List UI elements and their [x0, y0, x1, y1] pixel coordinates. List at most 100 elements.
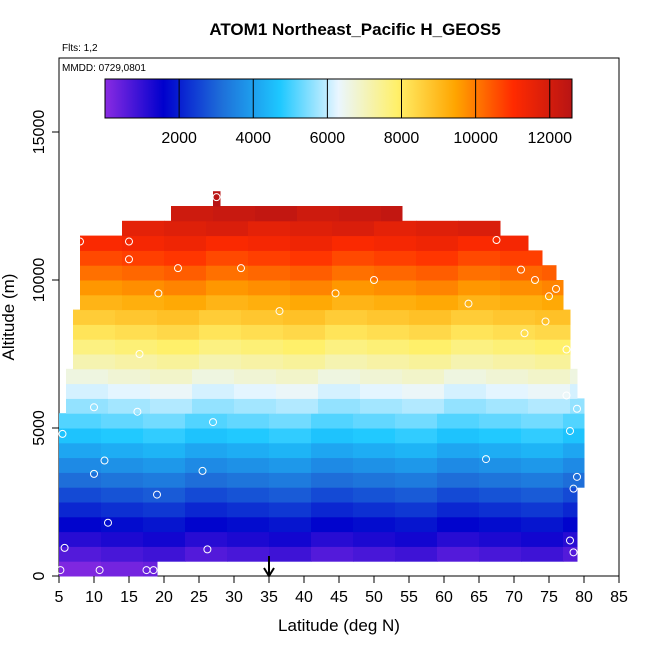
cell-21-1: [122, 250, 165, 266]
cell-16-10: [493, 324, 536, 340]
cell-8-5: [269, 442, 312, 459]
cell-17-8: [409, 309, 452, 325]
cell-18-8: [416, 294, 459, 311]
x-tick-label-1: 10: [85, 589, 103, 606]
cell-22-6: [332, 235, 375, 251]
cell-16-6: [325, 324, 368, 340]
cell-12-2: [150, 383, 193, 399]
x-tick-label-5: 30: [225, 589, 243, 606]
colorbar-ticks: 2000 4000 6000 8000 10000 12000: [161, 79, 572, 147]
cell-15-0: [73, 339, 116, 355]
cell-12-7: [360, 383, 403, 399]
cell-3-9: [437, 516, 480, 533]
cell-11-11: [528, 398, 571, 414]
cell-0-0: [59, 561, 102, 577]
cell-23-0: [122, 220, 165, 237]
sample-point-10: [90, 403, 98, 412]
x-tick-label-9: 50: [365, 589, 383, 606]
cell-23-5: [332, 220, 375, 237]
x-tick-label-6: 35: [260, 589, 278, 606]
sample-point-22: [237, 264, 245, 273]
date-info: MMDD: 0729,0801: [62, 63, 146, 74]
cell-20-11: [542, 265, 557, 281]
cell-6-5: [269, 472, 312, 488]
sample-point-14: [209, 418, 217, 427]
cell-14-6: [325, 354, 368, 370]
cell-24-3: [297, 206, 340, 222]
cell-18-3: [206, 294, 249, 311]
cell-8-1: [101, 442, 144, 459]
cell-1-1: [101, 546, 144, 562]
cell-9-11: [521, 428, 564, 444]
cell-17-5: [283, 309, 326, 325]
cell-18-1: [122, 294, 165, 311]
cell-2-11: [521, 531, 564, 547]
cell-19-1: [122, 280, 165, 296]
cell-13-7: [360, 368, 403, 385]
cell-17-2: [157, 309, 200, 325]
cell-22-1: [122, 235, 165, 251]
cell-8-4: [227, 442, 270, 459]
colorbar-label-0: 2000: [161, 130, 197, 147]
cell-13-12: [570, 368, 578, 385]
cell-13-0: [66, 368, 109, 385]
cell-8-11: [521, 442, 564, 459]
cell-6-2: [143, 472, 186, 488]
cell-11-10: [486, 398, 529, 414]
cell-10-2: [143, 413, 186, 429]
cell-6-1: [101, 472, 144, 488]
sample-point-42: [569, 548, 578, 557]
cell-4-11: [521, 502, 564, 518]
cell-7-8: [395, 457, 438, 473]
x-axis-label: Latitude (deg N): [278, 616, 400, 635]
cell-4-6: [311, 502, 354, 518]
cell-13-9: [444, 368, 487, 385]
sample-point-21: [212, 193, 221, 202]
x-tick-label-14: 75: [540, 589, 558, 606]
cell-20-9: [458, 265, 501, 281]
cell-2-7: [353, 531, 396, 547]
sample-point-2: [60, 543, 69, 552]
cell-5-12: [563, 487, 578, 503]
cell-15-4: [241, 339, 284, 355]
sample-point-20: [174, 264, 182, 273]
cell-21-6: [332, 250, 375, 266]
cell-13-8: [402, 368, 445, 385]
cell-6-0: [59, 472, 102, 488]
cell-5-7: [353, 487, 396, 503]
cell-9-0: [59, 428, 102, 444]
sample-point-32: [541, 317, 550, 326]
cell-22-0: [80, 235, 123, 251]
x-tick-label-15: 80: [575, 589, 593, 606]
cell-9-12: [563, 428, 585, 444]
cell-11-12: [570, 398, 585, 414]
cell-20-3: [206, 265, 249, 281]
cell-14-0: [73, 354, 116, 370]
cell-3-10: [479, 516, 522, 533]
cell-16-8: [409, 324, 452, 340]
cell-14-9: [451, 354, 494, 370]
sample-point-9: [100, 456, 109, 465]
sample-point-26: [464, 299, 473, 308]
cell-6-8: [395, 472, 438, 488]
cell-17-4: [241, 309, 284, 325]
cell-18-11: [542, 294, 564, 311]
cell-15-7: [367, 339, 410, 355]
cell-8-0: [59, 442, 102, 459]
cell-14-1: [115, 354, 158, 370]
sample-point-13: [203, 545, 212, 554]
cell-8-6: [311, 442, 354, 459]
colorbar-label-1: 4000: [235, 130, 271, 147]
cell-11-5: [276, 398, 319, 414]
cell-22-3: [206, 235, 249, 251]
sample-points: [56, 193, 581, 575]
cell-4-2: [143, 502, 186, 518]
cell-10-6: [311, 413, 354, 429]
cell-8-12: [563, 442, 585, 459]
sample-point-37: [566, 426, 574, 435]
cell-10-7: [353, 413, 396, 429]
cell-10-0: [59, 413, 102, 429]
cell-23-4: [290, 220, 333, 237]
cell-23-1: [164, 220, 207, 237]
heatmap-cells: [59, 191, 585, 577]
